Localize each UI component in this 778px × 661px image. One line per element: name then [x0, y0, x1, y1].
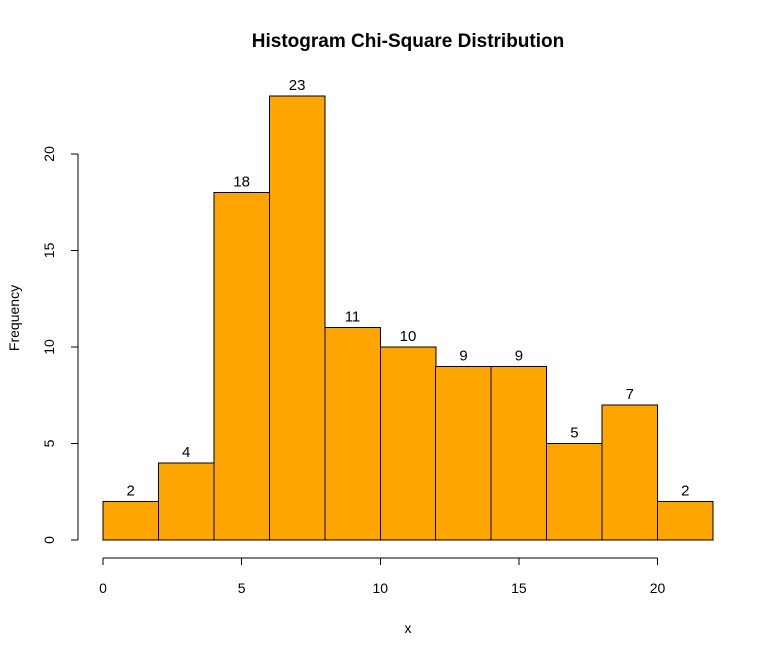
data-labels-layer: 2 4 18 23 11 10 9 9 5 7 2	[127, 77, 690, 499]
histogram-bar	[546, 443, 603, 541]
histogram-bar	[601, 404, 659, 541]
x-tick-label: 5	[238, 580, 246, 596]
bar-count-label: 9	[459, 347, 467, 364]
histogram-bar	[102, 500, 159, 541]
histogram-bar	[435, 365, 492, 541]
histogram-bar	[657, 500, 714, 541]
x-axis: 0 5 10 15 20	[99, 557, 666, 596]
y-tick-label: 0	[41, 536, 57, 544]
y-tick-label: 15	[41, 242, 57, 258]
histogram-bar	[379, 346, 437, 541]
x-tick-label: 0	[99, 580, 107, 596]
histogram-bar	[324, 327, 381, 541]
bar-count-label: 2	[681, 482, 689, 499]
bar-count-label: 5	[570, 425, 578, 442]
y-axis-title: Frequency	[6, 285, 22, 351]
bar-count-label: 9	[515, 347, 523, 364]
bar-count-label: 18	[233, 174, 250, 191]
y-axis: 0 5 10 15 20	[41, 146, 79, 544]
x-tick-label: 10	[372, 580, 388, 596]
y-tick-label: 5	[41, 439, 57, 447]
histogram-bar	[490, 365, 548, 541]
histogram-bar	[213, 192, 270, 541]
x-tick-label: 15	[511, 580, 527, 596]
y-tick-label: 10	[41, 339, 57, 355]
bar-count-label: 4	[182, 444, 190, 461]
y-tick-label: 20	[41, 146, 57, 162]
bar-count-label: 2	[127, 482, 135, 499]
bars-layer	[102, 95, 714, 541]
x-axis-title: x	[405, 620, 412, 636]
bar-count-label: 23	[289, 77, 306, 94]
chart-title: Histogram Chi-Square Distribution	[252, 31, 564, 52]
bar-count-label: 10	[400, 328, 417, 345]
histogram-bar	[268, 95, 326, 541]
histogram-bar	[158, 462, 215, 541]
bar-count-label: 11	[345, 309, 361, 326]
x-tick-label: 20	[650, 580, 666, 596]
bar-count-label: 7	[626, 386, 634, 403]
